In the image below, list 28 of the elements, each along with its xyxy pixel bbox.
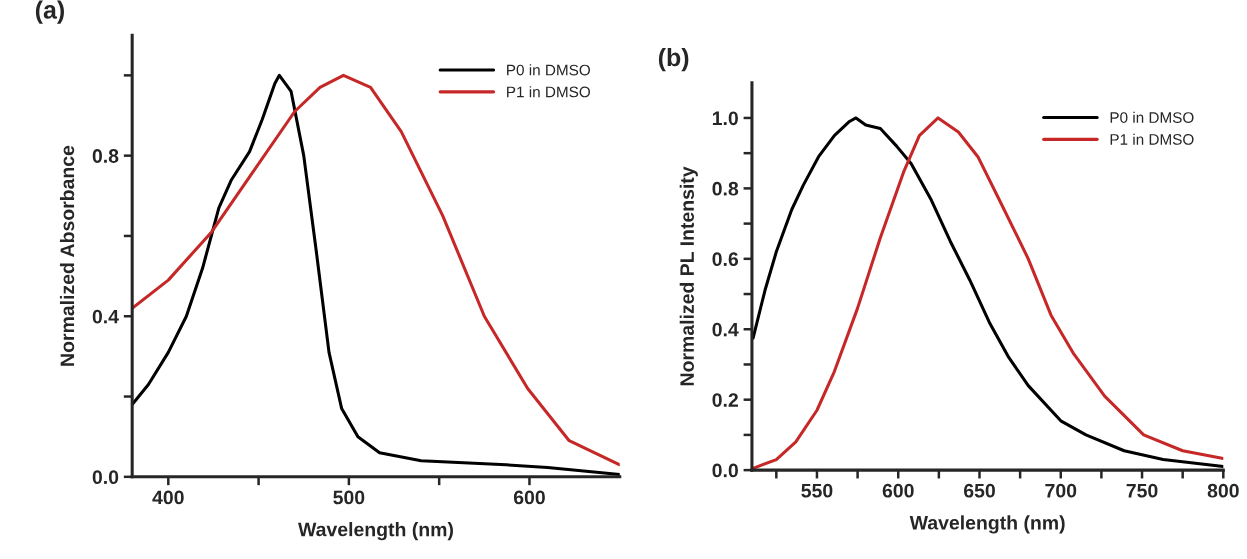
- y-axis-title: Normalized Absorbance: [59, 145, 75, 366]
- x-tick-label: 800: [1207, 483, 1239, 498]
- y-tick-label: 0.6: [712, 252, 739, 267]
- x-axis-title: Wavelength (nm): [909, 515, 1065, 534]
- x-tick-label: 750: [1126, 483, 1158, 498]
- legend-label: P1 in DMSO: [507, 86, 590, 98]
- x-tick-label: 700: [1045, 483, 1077, 498]
- chart-title: (a): [35, 0, 64, 24]
- legend-label: P0 in DMSO: [1110, 111, 1194, 123]
- x-tick-label: 650: [963, 483, 995, 498]
- x-tick-label: 400: [152, 490, 184, 505]
- y-tick-label: 0.2: [712, 393, 738, 407]
- legend-label: P0 in DMSO: [507, 64, 590, 76]
- y-tick-label: 1.0: [712, 111, 738, 126]
- y-tick-label: 0.4: [92, 309, 119, 324]
- y-tick-label: 0.4: [712, 322, 739, 337]
- x-axis-title: Wavelength (nm): [298, 522, 453, 541]
- y-tick-label: 0.0: [712, 463, 738, 478]
- x-tick-label: 550: [801, 483, 833, 498]
- y-tick-label: 0.8: [712, 181, 739, 196]
- x-tick-label: 600: [513, 490, 545, 505]
- x-tick-label: 600: [882, 483, 914, 498]
- y-tick-label: 0.8: [92, 149, 119, 163]
- y-tick-label: 0.0: [92, 470, 119, 485]
- y-axis-title: Normalized PL Intensity: [679, 166, 698, 386]
- legend-label: P1 in DMSO: [1110, 133, 1194, 145]
- x-tick-label: 500: [333, 490, 365, 505]
- chart-title: (b): [658, 47, 689, 72]
